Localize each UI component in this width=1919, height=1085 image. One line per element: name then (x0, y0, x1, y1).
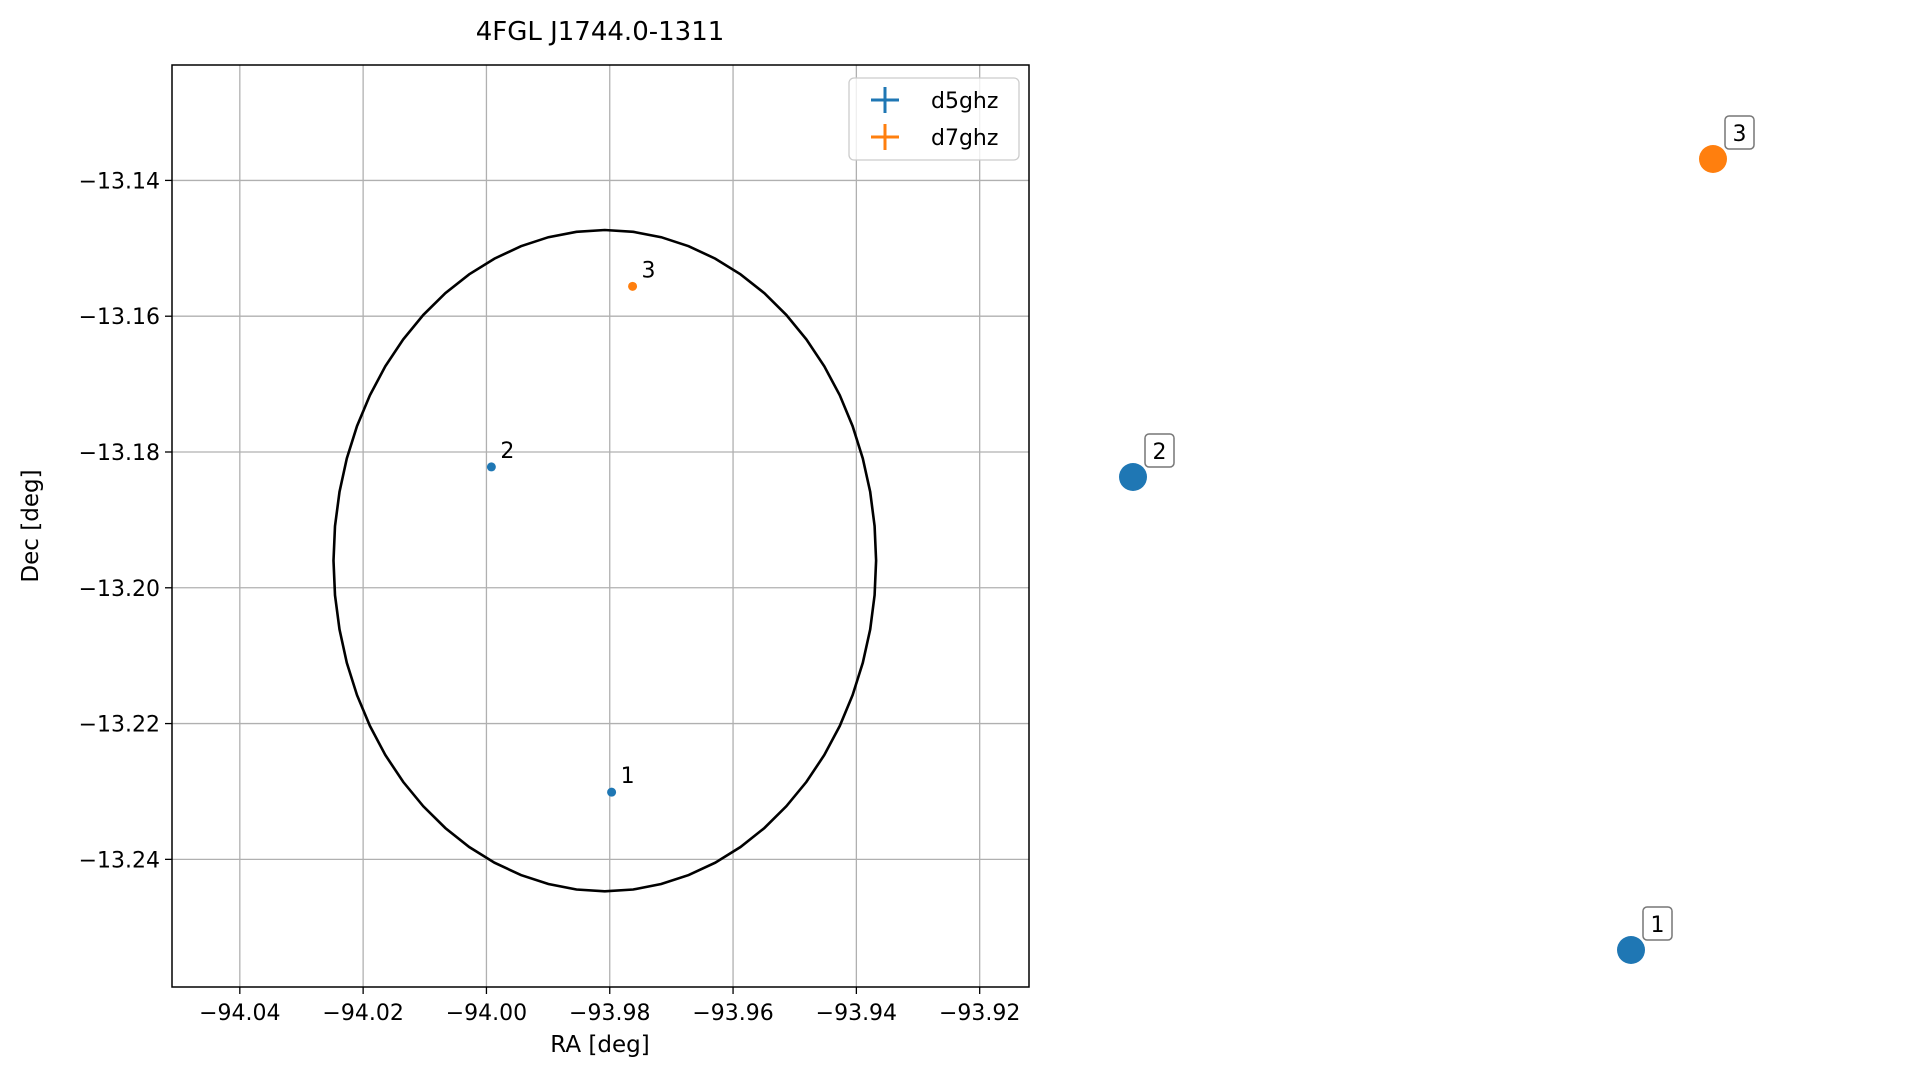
x-tick-label: −93.92 (939, 1001, 1020, 1026)
y-axis-ticks: −13.14 −13.16 −13.18 −13.20 −13.22 −13.24 (79, 169, 172, 873)
outside-marker-label-box (1724, 115, 1755, 150)
x-tick-label: −93.94 (816, 1001, 897, 1026)
x-axis-ticks: −94.04 −94.02 −94.00 −93.98 −93.96 −93.94 −93.… (199, 987, 1020, 1026)
outside-marker-label-box (1642, 906, 1673, 941)
chart-title: 4FGL J1744.0-1311 (476, 17, 725, 47)
outside-marker-label: 3 (1733, 122, 1747, 147)
localization-ellipse (332, 228, 878, 893)
legend-item-d5ghz: d5ghz (871, 87, 998, 114)
y-tick-label: −13.16 (79, 305, 160, 330)
y-axis-label: Dec [deg] (18, 469, 44, 582)
data-point-1 (607, 787, 617, 797)
legend: d5ghz d7ghz (848, 77, 1020, 161)
outside-marker-1 (1617, 936, 1645, 964)
data-points: 1 2 3 (486, 258, 656, 797)
outside-marker-label: 2 (1153, 440, 1167, 465)
grid-lines (172, 65, 1029, 987)
y-tick-label: −13.20 (79, 577, 160, 602)
plot-frame (171, 64, 1030, 988)
x-tick-label: −94.04 (199, 1001, 280, 1026)
outside-marker-label-box (1144, 433, 1175, 468)
x-tick-label: −94.00 (446, 1001, 527, 1026)
x-axis-label: RA [deg] (550, 1032, 649, 1058)
y-tick-label: −13.14 (79, 169, 160, 194)
legend-label: d7ghz (931, 126, 998, 151)
y-tick-label: −13.18 (79, 441, 160, 466)
data-point-label: 2 (500, 439, 514, 464)
outside-marker-label: 1 (1651, 913, 1665, 938)
legend-label: d5ghz (931, 89, 998, 114)
outside-marker-3 (1699, 145, 1727, 173)
data-point-2 (486, 462, 496, 472)
outside-markers: 1 2 3 (1119, 115, 1755, 964)
data-point-label: 1 (621, 764, 635, 789)
x-tick-label: −93.96 (692, 1001, 773, 1026)
y-tick-label: −13.22 (79, 713, 160, 738)
y-tick-label: −13.24 (79, 848, 160, 873)
legend-item-d7ghz: d7ghz (871, 124, 998, 151)
data-point-3 (628, 281, 638, 291)
outside-marker-2 (1119, 463, 1147, 491)
x-tick-label: −93.98 (569, 1001, 650, 1026)
x-tick-label: −94.02 (322, 1001, 403, 1026)
data-point-label: 3 (642, 258, 656, 283)
